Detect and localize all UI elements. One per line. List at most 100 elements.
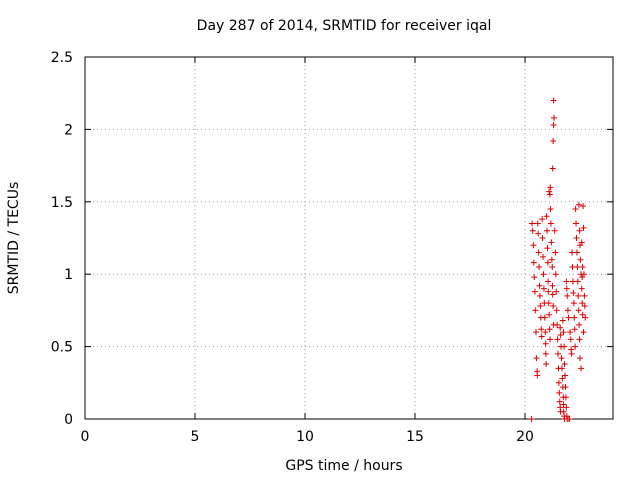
data-point [563,285,570,292]
data-point [565,314,572,321]
data-point [554,321,561,328]
data-point [550,137,557,144]
data-point [540,285,547,292]
y-axis-label: SRMTID / TECUs [6,182,22,295]
y-tick-label: 1 [64,267,73,283]
data-point [557,324,564,331]
data-point [533,355,540,362]
data-point [576,227,583,234]
x-tick-label: 15 [406,429,424,445]
data-point [547,206,554,213]
data-point [538,326,545,333]
chart-title: Day 287 of 2014, SRMTID for receiver iqa… [197,18,492,34]
data-point [562,372,569,379]
data-point [549,165,556,172]
data-point [577,355,583,362]
data-point [570,300,577,307]
data-point [575,201,582,208]
data-point [562,384,569,391]
data-point [560,329,567,336]
data-point [531,274,538,281]
data-point [543,213,550,220]
data-point [579,263,586,270]
data-point [579,300,586,307]
data-point [559,317,566,324]
data-point [581,303,588,310]
data-point [543,360,550,367]
x-tick-label: 0 [81,429,90,445]
data-point [541,314,548,321]
data-point [576,336,583,343]
data-point [537,303,544,310]
data-point [556,389,563,396]
data-point [548,239,555,246]
data-point [555,379,562,386]
data-point [544,227,550,234]
data-point [533,329,539,336]
data-point [564,292,571,299]
marks-layer [528,97,589,422]
data-point [536,292,543,299]
data-point [579,311,586,318]
grid-layer [85,57,613,419]
data-point [530,242,537,249]
y-tick-label: 0.5 [51,340,73,356]
data-point [572,206,579,213]
data-point [575,292,582,299]
data-point [545,300,552,307]
data-point [559,375,566,382]
data-point [574,278,581,285]
data-point [551,114,558,121]
data-point [558,355,565,362]
data-point [544,245,551,252]
data-point [549,291,556,298]
data-point [550,303,557,310]
data-point [548,256,555,263]
data-point [536,263,543,270]
data-point [560,401,567,408]
data-point [578,239,585,246]
data-point [549,263,556,270]
data-point [571,314,578,321]
data-point [576,321,583,328]
data-point [534,220,541,227]
y-tick-label: 2.5 [51,50,73,66]
data-point [553,288,560,295]
data-point [539,216,546,223]
data-point [553,307,560,314]
data-point [547,184,554,191]
data-point [534,372,541,379]
data-point [528,416,535,422]
data-point [529,227,536,234]
data-point [545,288,552,295]
data-point [573,249,580,256]
data-point [574,263,581,270]
data-point [547,336,554,343]
data-point [546,188,553,195]
data-point [535,249,542,256]
data-point [555,350,561,357]
data-point [572,343,579,350]
data-point [564,307,571,314]
data-point [546,191,553,198]
data-point [532,307,539,314]
data-point [539,235,546,241]
data-point [562,394,569,401]
data-point [563,278,570,285]
data-point [566,416,573,422]
data-point [581,292,588,299]
data-point [530,259,537,266]
data-point [545,278,552,285]
data-point [567,329,574,336]
data-point [535,230,542,237]
y-tick-label: 0 [64,412,73,428]
data-point [542,329,549,336]
x-tick-label: 5 [191,429,200,445]
data-point [580,329,587,336]
data-point [542,350,549,357]
data-point [580,203,587,210]
data-point [568,350,575,357]
data-point [538,333,545,340]
data-point [529,220,536,227]
data-point [550,122,557,129]
